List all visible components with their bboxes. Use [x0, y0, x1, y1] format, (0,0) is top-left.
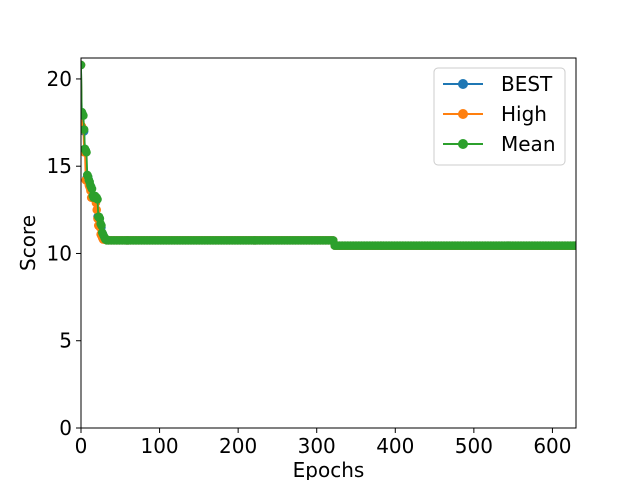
x-tick-label: 500 [455, 434, 493, 458]
legend-label: BEST [501, 72, 553, 96]
y-tick-label: 20 [47, 67, 72, 91]
series-mean [81, 60, 576, 250]
x-tick-label: 100 [140, 434, 178, 458]
data-point [97, 221, 106, 230]
legend-marker [458, 79, 468, 89]
x-tick-label: 300 [298, 434, 336, 458]
data-point [81, 60, 86, 70]
data-point [87, 184, 97, 194]
series-layer [81, 60, 576, 250]
legend-marker [458, 139, 468, 149]
legend-item-mean: Mean [443, 132, 556, 156]
x-tick-label: 200 [219, 434, 257, 458]
data-point [81, 111, 88, 120]
x-tick-label: 400 [376, 434, 414, 458]
data-point [82, 147, 91, 157]
y-tick-label: 0 [59, 416, 72, 440]
data-point [81, 125, 89, 134]
legend: BEST High Mean [433, 67, 566, 166]
x-tick-label: 600 [533, 434, 571, 458]
axis-ticks: 0 100 200 300 400 500 600 0 5 10 15 20 [47, 67, 572, 458]
legend-item-best: BEST [443, 72, 553, 96]
y-tick-label: 15 [47, 154, 72, 178]
data-point [93, 195, 102, 204]
axes-frame [80, 57, 577, 429]
y-tick-label: 10 [47, 241, 72, 265]
legend-marker [458, 109, 468, 119]
legend-label: Mean [501, 132, 556, 156]
y-axis-label: Score [16, 215, 40, 271]
x-tick-label: 0 [75, 434, 88, 458]
data-point [570, 241, 576, 250]
y-tick-label: 5 [59, 329, 72, 353]
legend-item-high: High [443, 102, 547, 126]
legend-label: High [501, 102, 547, 126]
plot-area-border [80, 57, 577, 429]
x-axis-label: Epochs [293, 458, 365, 480]
